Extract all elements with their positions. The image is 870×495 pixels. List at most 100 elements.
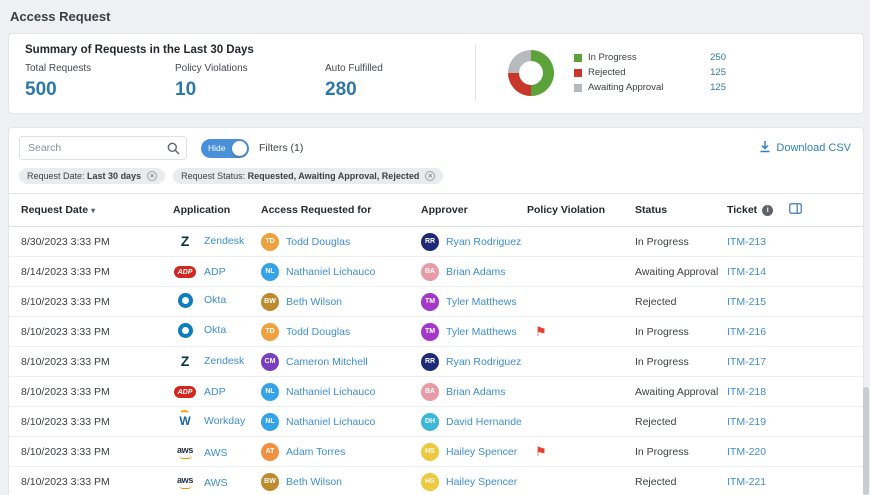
requested-for-cell: NL Nathaniel Lichauco [255,407,415,437]
table-row: 8/10/2023 3:33 PMADPADPNLNathaniel Licha… [9,377,863,407]
chip-close-icon[interactable]: ✕ [425,171,435,181]
ticket-link[interactable]: ITM-219 [727,416,766,428]
requests-table-card: Hide Filters (1) Download CSV Request Da… [8,127,864,495]
chip-close-icon[interactable]: ✕ [147,171,157,181]
summary-stats: Total Requests 500 Policy Violations 10 … [25,63,475,101]
chip-text: Request Status: Requested, Awaiting Appr… [181,171,419,181]
requested-for-link[interactable]: Beth Wilson [286,296,342,308]
application-link[interactable]: Zendesk [204,235,244,247]
approver-cell: RR Ryan Rodriguez [415,347,521,377]
hide-filters-toggle[interactable]: Hide [201,139,249,158]
filter-chip[interactable]: Request Status: Requested, Awaiting Appr… [173,168,443,184]
requested-for-cell: CMCameron Mitchell [255,347,415,377]
approver-link[interactable]: David Hernandez [446,416,521,428]
requested-for-link[interactable]: Beth Wilson [286,476,342,488]
requested-for-link[interactable]: Todd Douglas [286,326,350,338]
application-link[interactable]: Zendesk [204,355,244,367]
column-picker-icon[interactable] [789,203,802,214]
policy-violation-cell: ⚑ [521,317,629,347]
chip-text: Request Date: Last 30 days [27,171,141,181]
avatar: TM [421,293,439,311]
stat-value: 10 [175,79,325,101]
requested-for-link[interactable]: Nathaniel Lichauco [286,386,375,398]
status-cell: In Progress [629,437,721,467]
policy-violation-cell [521,377,629,407]
ticket-link[interactable]: ITM-220 [727,446,766,458]
approver-link[interactable]: Tyler Matthews [446,296,517,308]
avatar: DH [421,413,439,431]
legend-swatch-icon [574,84,582,92]
legend-swatch-icon [574,54,582,62]
approver-cell: BABrian Adams [415,257,521,287]
legend-value: 125 [710,82,726,93]
requested-for-link[interactable]: Nathaniel Lichauco [286,416,375,428]
vertical-scrollbar[interactable] [863,387,869,495]
policy-violation-cell [521,347,629,377]
ticket-cell: ITM-220 [721,437,783,467]
approver-link[interactable]: Hailey Spencer [446,446,517,458]
approver-link[interactable]: Ryan Rodriguez [446,356,521,368]
status-cell: Rejected [629,407,721,437]
ticket-link[interactable]: ITM-215 [727,296,766,308]
search-box [19,136,187,160]
download-csv-button[interactable]: Download CSV [759,140,851,156]
approver-cell: HSHailey Spencer [415,437,521,467]
request-date-cell: 8/10/2023 3:33 PM [9,437,167,467]
ticket-link[interactable]: ITM-221 [727,476,766,488]
download-icon [759,140,771,156]
application-link[interactable]: AWS [204,447,228,459]
avatar: NL [261,413,279,431]
zendesk-logo: Z [173,354,197,368]
filter-chip[interactable]: Request Date: Last 30 days ✕ [19,168,165,184]
download-label: Download CSV [776,142,851,154]
approver-link[interactable]: Brian Adams [446,266,506,278]
table-row: 8/10/2023 3:33 PMOktaBWBeth WilsonTMTyle… [9,287,863,317]
col-access-requested-for[interactable]: Access Requested for [255,194,415,227]
col-request-date[interactable]: Request Date▾ [9,194,167,227]
application-link[interactable]: ADP [204,266,226,278]
requested-for-link[interactable]: Adam Torres [286,446,345,458]
search-icon [167,142,180,160]
ticket-link[interactable]: ITM-216 [727,326,766,338]
col-approver[interactable]: Approver [415,194,521,227]
requested-for-link[interactable]: Todd Douglas [286,236,350,248]
table-row: 8/14/2023 3:33 PMADPADPNLNathaniel Licha… [9,257,863,287]
info-icon[interactable]: i [762,205,773,216]
ticket-link[interactable]: ITM-217 [727,356,766,368]
application-cell: Okta [167,317,255,347]
approver-link[interactable]: Tyler Matthews [446,326,517,338]
application-cell: awsAWS [167,467,255,495]
legend-value: 250 [710,52,726,63]
filters-label: Filters (1) [259,142,303,154]
application-link[interactable]: Okta [204,324,226,336]
requested-for-cell: NLNathaniel Lichauco [255,377,415,407]
application-link[interactable]: Okta [204,294,226,306]
avatar: RR [421,353,439,371]
request-date-cell: 8/10/2023 3:33 PM [9,287,167,317]
requested-for-cell: NLNathaniel Lichauco [255,257,415,287]
col-application[interactable]: Application [167,194,255,227]
ticket-link[interactable]: ITM-213 [727,236,766,248]
approver-cell: BABrian Adams [415,377,521,407]
requested-for-link[interactable]: Cameron Mitchell [286,356,368,368]
avatar: TD [261,323,279,341]
requested-for-link[interactable]: Nathaniel Lichauco [286,266,375,278]
application-link[interactable]: Workday [204,415,245,427]
legend-item: Rejected125 [574,67,726,78]
table-row: 8/30/2023 3:33 PMZZendeskTDTodd DouglasR… [9,227,863,257]
search-input[interactable] [19,136,187,160]
col-policy-violation[interactable]: Policy Violation [521,194,629,227]
ticket-link[interactable]: ITM-218 [727,386,766,398]
approver-link[interactable]: Brian Adams [446,386,506,398]
ticket-link[interactable]: ITM-214 [727,266,766,278]
status-cell: Rejected [629,287,721,317]
col-status[interactable]: Status [629,194,721,227]
col-ticket[interactable]: Ticketi [721,194,783,227]
application-cell: Z Zendesk [167,347,255,377]
approver-link[interactable]: Ryan Rodriguez [446,236,521,248]
application-link[interactable]: AWS [204,477,228,489]
policy-violation-flag-icon: ⚑ [535,324,547,339]
approver-link[interactable]: Hailey Spencer [446,476,517,488]
application-link[interactable]: ADP [204,386,226,398]
adp-logo: ADP [173,266,197,278]
